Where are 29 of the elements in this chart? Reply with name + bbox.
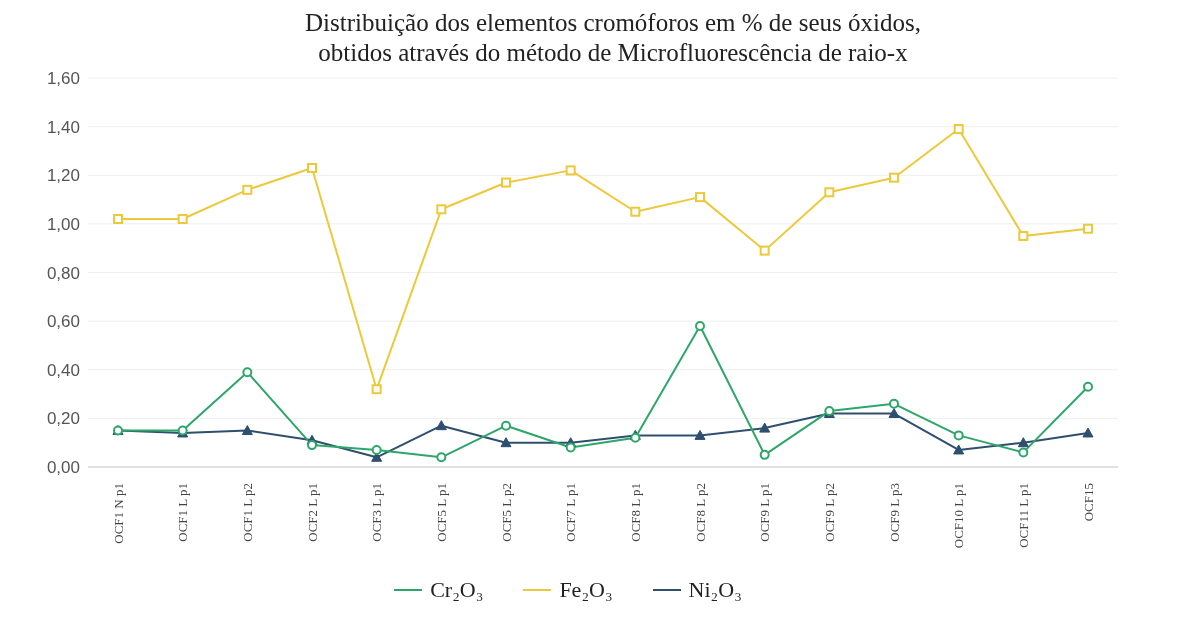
y-tick-label: 1,40 <box>46 117 80 137</box>
legend-label: Cr₂O₃ <box>429 577 484 603</box>
x-tick-label: OCF2 L p1 <box>304 483 320 542</box>
y-tick-label: 0,60 <box>46 312 80 332</box>
x-tick-label: OCF5 L p2 <box>498 483 514 542</box>
chart-title: Distribuição dos elementos cromóforos em % de seus óxidos, obtidos através do método de Microfluorescência de raio-x <box>304 8 922 68</box>
x-tick-label: OCF10 L p1 <box>951 483 967 549</box>
y-tick-label: 1,00 <box>46 214 80 234</box>
x-tick-label: OCF9 L p3 <box>886 483 902 542</box>
x-tick-label: OCF1 N p1 <box>110 483 126 544</box>
x-tick-label: OCF15 <box>1080 483 1096 522</box>
legend-label: Fe₂O₃ <box>558 577 613 603</box>
y-tick-label: 0,00 <box>46 458 80 478</box>
x-tick-label: OCF9 L p1 <box>757 483 773 542</box>
x-tick-label: OCF5 L p1 <box>433 483 449 542</box>
x-tick-label: OCF1 L p1 <box>175 483 191 542</box>
x-tick-label: OCF7 L p1 <box>563 483 579 542</box>
x-tick-label: OCF11 L p1 <box>1015 483 1031 548</box>
x-tick-label: OCF9 L p2 <box>821 483 837 542</box>
x-tick-label: OCF8 L p1 <box>627 483 643 542</box>
legend-label: Ni₂O₃ <box>687 577 742 603</box>
x-tick-label: OCF3 L p1 <box>369 483 385 542</box>
y-tick-label: 0,80 <box>46 263 80 283</box>
y-tick-label: 1,60 <box>46 69 80 89</box>
y-tick-label: 0,20 <box>46 409 80 429</box>
y-tick-label: 1,20 <box>46 166 80 186</box>
x-tick-label: OCF1 L p2 <box>239 483 255 542</box>
y-tick-label: 0,40 <box>46 360 80 380</box>
x-tick-label: OCF8 L p2 <box>692 483 708 542</box>
